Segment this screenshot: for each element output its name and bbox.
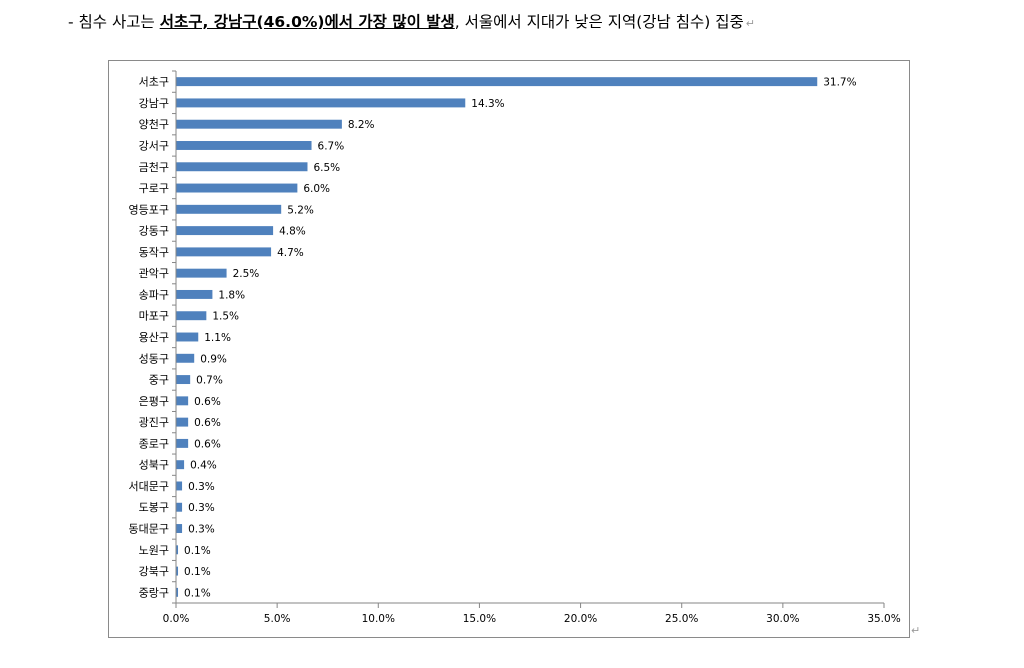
category-label: 성북구	[139, 459, 169, 472]
bar	[176, 162, 308, 172]
category-label: 관악구	[139, 267, 169, 280]
category-label: 서대문구	[129, 480, 169, 493]
data-label: 0.6%	[194, 438, 221, 450]
data-label: 6.7%	[318, 140, 345, 152]
category-label: 중구	[149, 374, 169, 387]
category-label: 송파구	[139, 288, 169, 301]
data-label: 0.6%	[194, 396, 221, 408]
category-label: 금천구	[139, 160, 169, 174]
heading-emphasis: 서초구, 강남구(46.0%)에서 가장 많이 발생	[159, 13, 455, 31]
bar	[176, 311, 207, 321]
x-tick-label: 30.0%	[766, 613, 799, 625]
category-label: 광진구	[139, 416, 169, 429]
bar	[176, 396, 189, 406]
category-label: 은평구	[139, 395, 169, 408]
data-label: 0.6%	[194, 417, 221, 429]
bar	[176, 375, 191, 385]
data-label: 1.8%	[218, 289, 245, 301]
category-label: 마포구	[139, 310, 169, 323]
data-label: 1.5%	[212, 311, 239, 323]
data-label: 0.3%	[188, 481, 215, 493]
bar	[176, 119, 342, 129]
data-label: 31.7%	[823, 77, 856, 89]
bar	[176, 545, 179, 555]
bar	[176, 268, 227, 278]
page-heading: - 침수 사고는 서초구, 강남구(46.0%)에서 가장 많이 발생, 서울에…	[68, 8, 968, 36]
category-label: 양천구	[139, 117, 169, 131]
data-label: 1.1%	[204, 332, 231, 344]
bar	[176, 141, 312, 150]
heading-suffix: , 서울에서 지대가 낮은 지역(강남 침수) 집중	[454, 13, 744, 31]
bar	[176, 183, 298, 193]
x-tick-label: 25.0%	[665, 613, 698, 625]
bar	[176, 438, 189, 448]
chart-frame: 서초구 31.7% 강남구 14.3% 양천구 8.2% 강서구 6.7% 금천구 6.5% 구로구…	[108, 60, 910, 638]
bar	[176, 77, 818, 87]
category-label: 강서구	[139, 139, 169, 152]
data-label: 6.5%	[313, 162, 340, 174]
data-label: 0.3%	[188, 502, 215, 514]
category-label: 도봉구	[139, 501, 169, 514]
paragraph-mark-icon: ↵	[745, 17, 755, 30]
bar	[176, 587, 179, 597]
data-label: 0.4%	[190, 460, 217, 472]
data-label: 4.8%	[279, 226, 306, 238]
bar	[176, 566, 179, 576]
category-label: 용산구	[139, 331, 169, 344]
x-tick-label: 5.0%	[264, 613, 291, 625]
x-tick-label: 35.0%	[867, 613, 900, 625]
x-tick-label: 15.0%	[463, 613, 496, 625]
bar	[176, 524, 183, 533]
data-label: 14.3%	[471, 98, 504, 110]
x-tick-label: 20.0%	[564, 613, 597, 625]
data-label: 0.1%	[184, 545, 211, 557]
bar	[176, 98, 466, 108]
bar	[176, 502, 183, 512]
bar	[176, 226, 274, 236]
category-label: 강동구	[139, 225, 169, 238]
category-label: 강남구	[139, 97, 169, 110]
data-label: 5.2%	[287, 204, 314, 216]
bar	[176, 353, 195, 363]
category-label: 동작구	[139, 246, 169, 259]
bar	[176, 481, 183, 491]
category-label: 중랑구	[139, 586, 169, 599]
data-label: 0.1%	[184, 566, 211, 578]
bar	[176, 417, 189, 427]
data-label: 8.2%	[348, 119, 375, 131]
data-label: 0.7%	[196, 375, 223, 387]
bar	[176, 289, 213, 299]
data-label: 6.0%	[303, 183, 330, 195]
data-label: 2.5%	[233, 268, 260, 280]
bar-chart: 서초구 31.7% 강남구 14.3% 양천구 8.2% 강서구 6.7% 금천구 6.5% 구로구…	[129, 70, 901, 625]
bar	[176, 332, 199, 342]
bar	[176, 204, 282, 214]
x-tick-label: 10.0%	[362, 613, 395, 625]
category-label: 강북구	[139, 565, 169, 578]
paragraph-end-mark-icon: ↵	[911, 624, 921, 637]
category-label: 구로구	[139, 182, 169, 195]
category-label: 동대문구	[129, 523, 169, 536]
x-tick-label: 0.0%	[163, 613, 190, 625]
heading-prefix: - 침수 사고는	[68, 13, 160, 31]
category-label: 영등포구	[129, 203, 169, 216]
category-label: 종로구	[139, 437, 169, 450]
data-label: 0.9%	[200, 353, 227, 365]
data-label: 0.3%	[188, 524, 215, 536]
data-label: 0.1%	[184, 587, 211, 599]
data-label: 4.7%	[277, 247, 304, 259]
category-label: 서초구	[139, 76, 169, 89]
bar	[176, 247, 272, 257]
category-label: 성동구	[139, 352, 169, 365]
bar	[176, 460, 185, 470]
category-label: 노원구	[139, 544, 169, 557]
